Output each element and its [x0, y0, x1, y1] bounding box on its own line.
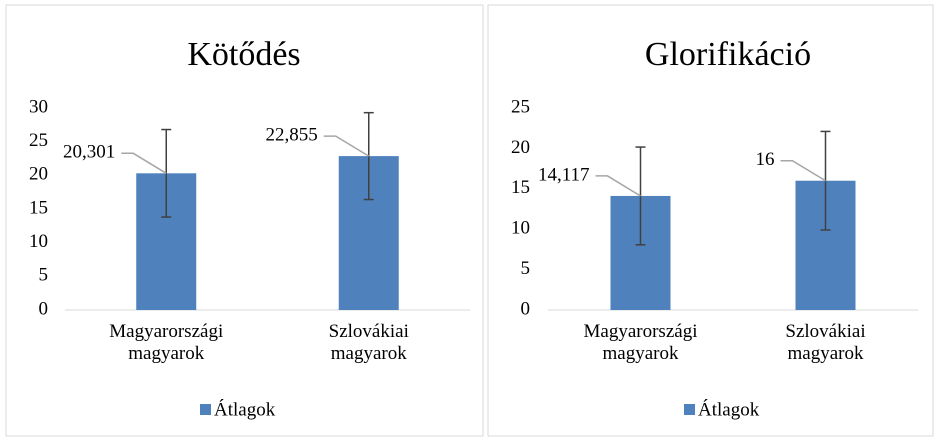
legend-label: Átlagok — [698, 398, 760, 420]
x-tick-line: magyarok — [603, 343, 679, 364]
x-tick-line: Magyarországi — [109, 321, 223, 342]
legend-swatch — [200, 404, 211, 415]
panel — [5, 4, 484, 437]
y-tick-label: 25 — [511, 96, 530, 117]
x-tick-line: Magyarországi — [584, 321, 698, 342]
y-tick-label: 15 — [511, 177, 530, 198]
data-label: 14,117 — [538, 164, 590, 185]
data-label: 16 — [756, 149, 775, 170]
label-leader — [595, 175, 641, 197]
panel — [487, 4, 934, 437]
y-tick-label: 30 — [29, 96, 48, 117]
data-label: 20,301 — [63, 142, 115, 163]
x-tick-line: magyarok — [128, 343, 204, 364]
y-tick-label: 0 — [521, 298, 531, 319]
legend-label: Átlagok — [214, 398, 276, 420]
label-leader — [121, 152, 167, 174]
chart-title: Glorifikáció — [645, 36, 811, 73]
legend-swatch — [684, 404, 695, 415]
x-tick-line: Szlovákiai — [785, 321, 865, 342]
y-tick-label: 20 — [29, 164, 48, 185]
y-tick-label: 5 — [39, 265, 49, 286]
x-tick-label: Szlovákiai magyarok — [329, 321, 409, 364]
x-tick-label: Magyarországi magyarok — [109, 321, 223, 364]
y-tick-label: 15 — [29, 197, 48, 218]
label-leader — [780, 159, 826, 182]
x-tick-label: Magyarországi magyarok — [584, 321, 698, 364]
x-tick-line: Szlovákiai — [329, 321, 409, 342]
y-tick-label: 5 — [521, 258, 531, 279]
chart-title: Kötődés — [187, 36, 300, 73]
y-tick-label: 25 — [29, 130, 48, 151]
y-tick-label: 10 — [29, 231, 48, 252]
data-label: 22,855 — [266, 124, 318, 145]
y-tick-label: 10 — [511, 218, 530, 239]
x-tick-line: magyarok — [788, 343, 864, 364]
x-tick-line: magyarok — [331, 343, 407, 364]
label-leader — [323, 135, 370, 157]
y-tick-label: 20 — [511, 137, 530, 158]
y-tick-label: 0 — [39, 298, 49, 319]
x-tick-label: Szlovákiai magyarok — [785, 321, 865, 364]
